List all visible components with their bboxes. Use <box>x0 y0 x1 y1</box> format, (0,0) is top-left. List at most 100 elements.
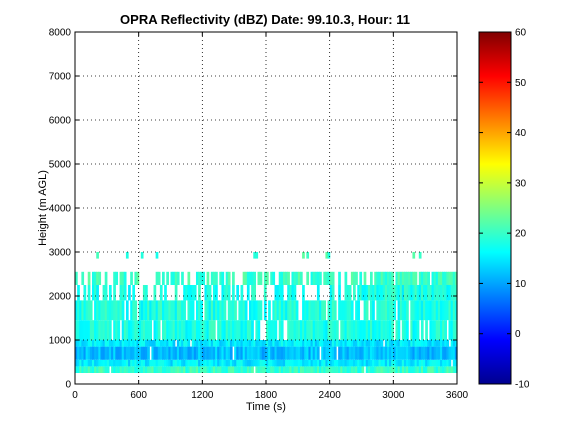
reflectivity-cell <box>238 340 242 347</box>
reflectivity-cell <box>202 346 206 360</box>
reflectivity-cell <box>448 320 452 340</box>
y-axis-label: Height (m AGL) <box>37 170 49 246</box>
reflectivity-cell <box>427 346 431 360</box>
reflectivity-cell <box>425 285 428 301</box>
reflectivity-cell <box>81 359 85 367</box>
reflectivity-cell <box>123 271 127 285</box>
reflectivity-cell <box>234 366 237 373</box>
reflectivity-cell <box>454 320 458 340</box>
reflectivity-cell <box>302 346 305 360</box>
reflectivity-cell <box>316 271 320 285</box>
reflectivity-cell <box>164 300 167 321</box>
reflectivity-cell <box>83 346 87 360</box>
reflectivity-cell <box>96 300 99 321</box>
reflectivity-cell <box>261 359 265 367</box>
reflectivity-cell <box>285 340 288 347</box>
reflectivity-cell <box>440 346 443 360</box>
reflectivity-cell <box>96 271 99 285</box>
reflectivity-cell <box>327 346 331 360</box>
reflectivity-cell <box>115 320 119 340</box>
reflectivity-cell <box>282 300 286 321</box>
reflectivity-cell <box>134 271 138 285</box>
reflectivity-cell <box>299 271 303 285</box>
reflectivity-cell <box>338 346 341 360</box>
reflectivity-cell <box>236 285 240 301</box>
colorbar-tick-label: 20 <box>515 229 527 240</box>
reflectivity-cell <box>282 340 286 347</box>
reflectivity-cell <box>397 366 401 373</box>
reflectivity-cell <box>176 359 180 367</box>
reflectivity-cell <box>274 366 278 373</box>
reflectivity-cell <box>380 359 384 367</box>
reflectivity-cell <box>242 320 246 340</box>
reflectivity-cell <box>253 271 256 285</box>
reflectivity-cell <box>285 366 288 373</box>
reflectivity-cell <box>251 271 254 285</box>
reflectivity-cell <box>450 346 454 360</box>
colorbar-tick-label: 0 <box>515 329 521 340</box>
reflectivity-cell <box>145 320 148 340</box>
reflectivity-cell <box>117 340 121 347</box>
reflectivity-cell <box>189 359 193 367</box>
reflectivity-cell <box>452 320 456 340</box>
reflectivity-cell <box>104 340 108 347</box>
reflectivity-cell <box>418 359 422 367</box>
reflectivity-cell <box>382 320 386 340</box>
reflectivity-cell <box>406 320 409 340</box>
reflectivity-cell <box>289 359 293 367</box>
reflectivity-cell <box>272 359 276 367</box>
reflectivity-cell <box>442 300 445 321</box>
reflectivity-cell <box>329 300 333 321</box>
reflectivity-cell <box>431 300 435 321</box>
reflectivity-cell <box>202 359 206 367</box>
reflectivity-cell <box>374 320 377 340</box>
reflectivity-cell <box>331 359 335 367</box>
reflectivity-cell <box>319 366 322 373</box>
reflectivity-cell <box>121 271 125 285</box>
reflectivity-cell <box>333 346 337 360</box>
reflectivity-cell <box>391 285 394 301</box>
reflectivity-cell <box>153 346 157 360</box>
reflectivity-cell <box>272 300 276 321</box>
reflectivity-cell <box>348 359 352 367</box>
reflectivity-cell <box>450 340 454 347</box>
reflectivity-cell <box>178 320 182 340</box>
reflectivity-cell <box>403 285 407 301</box>
reflectivity-cell <box>155 252 159 259</box>
reflectivity-cell <box>111 340 114 347</box>
reflectivity-cell <box>204 340 208 347</box>
reflectivity-cell <box>338 340 341 347</box>
reflectivity-cell <box>412 285 416 301</box>
reflectivity-cell <box>149 340 152 347</box>
reflectivity-cell <box>454 271 458 285</box>
reflectivity-cell <box>145 285 148 301</box>
reflectivity-cell <box>333 300 337 321</box>
reflectivity-cell <box>185 366 189 373</box>
reflectivity-cell <box>365 300 369 321</box>
reflectivity-cell <box>289 346 293 360</box>
reflectivity-cell <box>246 285 250 301</box>
reflectivity-cell <box>401 320 405 340</box>
reflectivity-cell <box>331 285 335 301</box>
reflectivity-cell <box>276 346 280 360</box>
reflectivity-cell <box>98 320 102 340</box>
reflectivity-cell <box>314 366 318 373</box>
reflectivity-cell <box>304 346 307 360</box>
reflectivity-cell <box>121 285 125 301</box>
reflectivity-cell <box>249 366 252 373</box>
y-tick-label: 1000 <box>49 336 72 347</box>
reflectivity-cell <box>361 285 365 301</box>
reflectivity-cell <box>210 359 214 367</box>
reflectivity-cell <box>444 300 447 321</box>
reflectivity-cell <box>325 366 329 373</box>
reflectivity-cell <box>384 300 388 321</box>
reflectivity-cell <box>306 252 310 259</box>
reflectivity-cell <box>153 340 157 347</box>
reflectivity-cell <box>359 285 363 301</box>
reflectivity-cell <box>172 271 176 285</box>
reflectivity-cell <box>176 346 180 360</box>
reflectivity-cell <box>253 252 256 259</box>
reflectivity-cell <box>429 300 433 321</box>
reflectivity-cell <box>261 340 265 347</box>
reflectivity-cell <box>255 366 259 373</box>
